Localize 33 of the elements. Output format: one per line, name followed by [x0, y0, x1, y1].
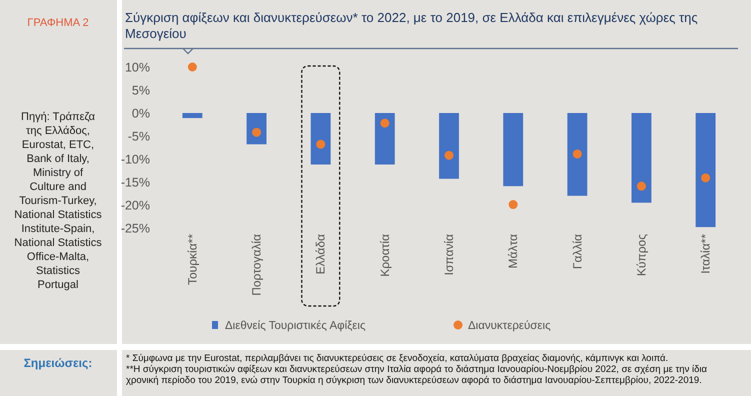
- y-tick-label: -10%: [120, 152, 150, 166]
- text: ΓΡΑΦΗΜΑ 2: [27, 17, 89, 29]
- y-tick-label: -15%: [120, 175, 150, 190]
- point: [636, 182, 646, 191]
- x-tick-label: Ισπανία: [442, 234, 456, 276]
- point: [572, 149, 582, 158]
- y-tick-label: -20%: [120, 198, 150, 212]
- x-tick-label: Κροατία: [378, 234, 392, 277]
- x-tick-label: Ελλάδα: [314, 234, 328, 274]
- x-tick-label: Πορτογαλία: [250, 234, 264, 296]
- y-tick-label: 5%: [132, 83, 150, 98]
- x-tick-label: Κύπρος: [634, 234, 648, 276]
- y-tick-label: -5%: [128, 129, 150, 144]
- point: [508, 200, 518, 210]
- y-tick-label: 0%: [132, 106, 150, 120]
- point: [701, 173, 710, 182]
- y-tick-label: 10%: [124, 60, 150, 74]
- x-tick-label: Μάλτα: [506, 234, 520, 268]
- legend-label: Διανυκτερεύσεις: [468, 320, 552, 332]
- point: [444, 150, 454, 160]
- text: **Η σύγκριση τουριστικών αφίξεων και διανυκτερεύσεων στην Ιταλία αφορά το διάστημα Ιανουαρίου-Νοεμβρίου 2022, σε σχέση με την ίδια χρονική περίοδο του 2019, ενώ στην Τουρκία η σύγκριση των διανυκτερεύσεων αφορά το διάστημα Ιανουαρίου-Σεπτεμβρίου, 2022-2019.: [126, 364, 708, 386]
- text: Σημειώσεις:: [24, 356, 92, 370]
- x-tick-label: Ιταλία**: [698, 234, 713, 274]
- point: [188, 62, 197, 72]
- point: [316, 140, 326, 149]
- text: * Σύμφωνα με την Eurostat, περιλαμβάνει τις διανυκτερεύσεις σε ξενοδοχεία, καταλύματα βραχείας διαμονής, κάμπινγκ και λοιπά.: [126, 353, 668, 364]
- text: Πηγή: Τράπεζα της Ελλάδος, Eurostat, ETC, Bank of Italy, Ministry of Culture and Tourism-Turkey, National Statistics Institute-Spain, National Statistics Office-Malta, Statistics Portugal: [14, 111, 102, 291]
- y-tick-label: -25%: [120, 221, 150, 236]
- legend-label: Διεθνείς Τουριστικές Αφίξεις: [225, 320, 366, 332]
- x-tick-label: Τουρκία**: [185, 234, 200, 286]
- x-tick-label: Γαλλία: [570, 234, 584, 270]
- point: [380, 118, 390, 128]
- chart-title: Σύγκριση αφίξεων και διανυκτερεύσεων* το 2022, με το 2019, σε Ελλάδα και επιλεγμένες χώρες της Μεσογείου: [125, 10, 698, 41]
